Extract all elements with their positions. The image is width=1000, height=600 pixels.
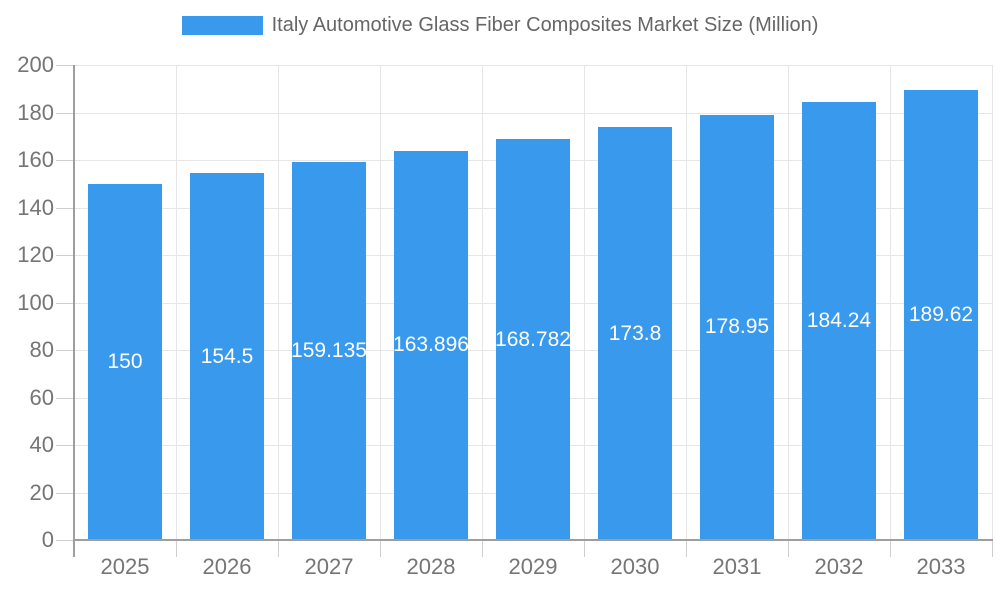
- x-axis-tick: [584, 540, 585, 557]
- x-gridline: [380, 65, 381, 540]
- y-axis-tick-label: 120: [17, 242, 54, 267]
- bar-value-label: 154.5: [200, 344, 254, 368]
- x-gridline: [890, 65, 891, 540]
- y-axis-tick-label: 40: [29, 432, 54, 457]
- bar[interactable]: 178.95: [700, 114, 774, 540]
- bar[interactable]: 163.896: [394, 150, 468, 540]
- legend-item[interactable]: Italy Automotive Glass Fiber Composites …: [0, 13, 1000, 37]
- x-gridline: [992, 65, 993, 540]
- x-axis-tick: [380, 540, 381, 557]
- x-axis-tick: [482, 540, 483, 557]
- y-axis-tick: [56, 350, 74, 351]
- bar[interactable]: 189.62: [904, 89, 978, 540]
- y-axis-tick: [56, 255, 74, 256]
- y-axis-tick: [56, 492, 74, 494]
- bar-value-label: 159.135: [292, 339, 366, 363]
- y-axis-tick-label: 200: [17, 52, 54, 77]
- bar-value-label: 189.62: [908, 302, 974, 326]
- y-axis-tick-label: 140: [17, 194, 54, 220]
- x-axis-tick-label: 2030: [610, 554, 660, 579]
- x-axis-tick-label: 2031: [712, 554, 762, 579]
- bar-value-label: 178.95: [704, 315, 770, 339]
- y-axis-tick: [56, 65, 74, 66]
- x-axis-tick: [176, 540, 177, 557]
- y-axis-tick: [56, 540, 74, 541]
- x-gridline: [788, 65, 789, 540]
- x-axis-line: [73, 539, 993, 541]
- bar[interactable]: 154.5: [190, 173, 264, 540]
- y-axis-tick: [56, 397, 74, 399]
- x-axis-tick: [686, 540, 687, 557]
- x-axis-tick-label: 2033: [916, 554, 966, 579]
- x-axis-tick-label: 2026: [202, 554, 252, 579]
- y-axis-line: [73, 65, 75, 557]
- y-axis-tick: [56, 302, 74, 304]
- legend-label: Italy Automotive Glass Fiber Composites …: [271, 14, 819, 36]
- bar-value-label: 150: [107, 349, 143, 373]
- y-axis-tick-label: 80: [29, 337, 54, 362]
- y-axis-tick: [56, 160, 74, 161]
- bar[interactable]: 159.135: [292, 162, 366, 540]
- y-gridline: [74, 65, 992, 66]
- x-axis-tick-label: 2027: [304, 554, 354, 579]
- x-gridline: [584, 65, 585, 540]
- bar[interactable]: 173.8: [598, 127, 672, 540]
- y-axis-tick-label: 100: [17, 289, 54, 315]
- x-gridline: [482, 65, 483, 540]
- bar[interactable]: 184.24: [802, 102, 876, 540]
- bar-value-label: 184.24: [806, 309, 872, 333]
- x-axis-tick: [278, 540, 279, 557]
- x-axis-tick: [788, 540, 789, 557]
- y-gridline: [74, 112, 992, 114]
- x-gridline: [686, 65, 687, 540]
- y-axis-tick-label: 180: [17, 99, 54, 125]
- y-axis-tick: [56, 207, 74, 209]
- x-axis-tick: [992, 540, 993, 557]
- bar-value-label: 168.782: [496, 327, 570, 351]
- bar[interactable]: 150: [88, 183, 162, 540]
- x-axis-tick-label: 2029: [508, 554, 558, 579]
- legend-swatch: [181, 15, 263, 35]
- x-axis-tick-label: 2032: [814, 554, 864, 579]
- bar-value-label: 163.896: [394, 333, 468, 357]
- y-axis-tick: [56, 445, 74, 446]
- y-axis-tick-label: 20: [29, 479, 54, 505]
- y-axis-tick-label: 160: [17, 147, 54, 172]
- x-gridline: [176, 65, 177, 540]
- y-axis-tick-label: 60: [29, 384, 54, 410]
- bar-value-label: 173.8: [608, 321, 662, 345]
- bar[interactable]: 168.782: [496, 139, 570, 540]
- y-axis-tick-label: 0: [41, 527, 54, 552]
- y-axis-tick: [56, 112, 74, 114]
- x-axis-tick-label: 2028: [406, 554, 456, 579]
- x-gridline: [278, 65, 279, 540]
- x-axis-tick-label: 2025: [100, 554, 150, 579]
- x-axis-tick: [890, 540, 891, 557]
